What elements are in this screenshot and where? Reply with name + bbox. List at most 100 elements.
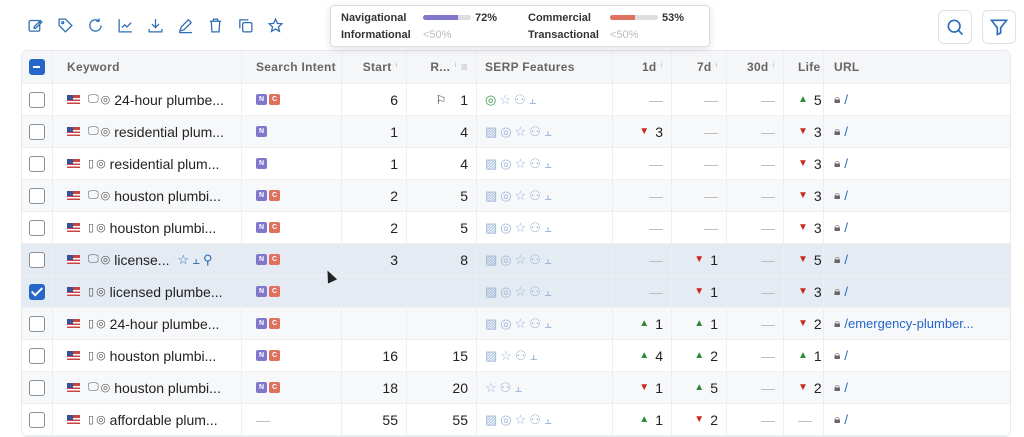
tag-button[interactable] — [56, 16, 74, 34]
start-position: 3 — [390, 251, 398, 268]
intent-badge-C[interactable]: C — [269, 94, 280, 105]
favorite-star-icon[interactable]: ☆ — [177, 251, 193, 267]
url-link[interactable]: / — [844, 220, 849, 235]
url-link[interactable]: / — [844, 380, 849, 395]
row-checkbox[interactable] — [29, 411, 45, 428]
col-start[interactable]: Start ⁱ — [342, 51, 407, 83]
select-all-checkbox[interactable] — [29, 59, 45, 75]
keyword-text[interactable]: 24-hour plumbe... — [109, 315, 220, 332]
row-checkbox[interactable] — [29, 315, 45, 332]
intent-badge-C[interactable]: C — [269, 286, 280, 297]
desktop-icon: 🖵 — [88, 189, 99, 201]
row-checkbox[interactable] — [29, 251, 45, 268]
row-checkbox[interactable] — [29, 91, 45, 108]
url-link[interactable]: / — [844, 188, 849, 203]
intent-badge-C[interactable]: C — [269, 382, 280, 393]
intent-badge-N[interactable]: N — [256, 254, 267, 265]
intent-badge-N[interactable]: N — [256, 94, 267, 105]
url-link[interactable]: /emergency-plumber... — [844, 316, 974, 331]
url-link[interactable]: / — [844, 348, 849, 363]
keyword-text[interactable]: license... — [114, 251, 170, 268]
keyword-text[interactable]: houston plumbi... — [109, 347, 217, 364]
col-1d[interactable]: 1d ⁱ — [613, 51, 672, 83]
download-button[interactable] — [146, 16, 164, 34]
serp-image-icon: ▨ — [485, 251, 501, 267]
edit-button[interactable] — [26, 16, 44, 34]
col-label: 30d — [746, 60, 769, 74]
url-link[interactable]: / — [844, 284, 849, 299]
serp-star-icon: ☆ — [514, 411, 530, 427]
intent-badge-N[interactable]: N — [256, 382, 267, 393]
table-row[interactable]: ▯ ◎ affordable plum... — 55 55 ▨◎☆⚇⫠ ▲ 1 ▼ 2… — [22, 404, 1010, 436]
col-rank[interactable]: R... ⁱ ≡ — [407, 51, 477, 83]
col-7d[interactable]: 7d ⁱ — [672, 51, 727, 83]
star-button[interactable] — [266, 16, 284, 34]
keyword-text[interactable]: affordable plum... — [109, 411, 218, 428]
intent-badge-C[interactable]: C — [269, 190, 280, 201]
mobile-icon: ▯ — [88, 158, 95, 170]
sort-icon[interactable]: ≡ — [460, 60, 468, 74]
filter-button[interactable] — [982, 10, 1016, 44]
change-value: 1 — [813, 347, 822, 364]
keyword-text[interactable]: houston plumbi... — [114, 379, 221, 396]
table-row[interactable]: 🖵 ◎ residential plum... N 1 4 ▨◎☆⚇⫠ ▼ 3 — —… — [22, 116, 1010, 148]
url-link[interactable]: / — [844, 252, 849, 267]
chart-button[interactable] — [116, 16, 134, 34]
intent-badge-C[interactable]: C — [269, 222, 280, 233]
intent-badge-N[interactable]: N — [256, 158, 267, 169]
keyword-text[interactable]: houston plumbi... — [114, 187, 221, 204]
intent-badge-C[interactable]: C — [269, 254, 280, 265]
intent-badge-N[interactable]: N — [256, 350, 267, 361]
copy-button[interactable] — [236, 16, 254, 34]
url-link[interactable]: / — [844, 156, 849, 171]
change-value: 3 — [813, 219, 822, 236]
keyword-text[interactable]: 24-hour plumbe... — [114, 91, 224, 108]
row-checkbox[interactable] — [29, 123, 45, 140]
url-link[interactable]: / — [844, 412, 849, 427]
table-row[interactable]: ▯ ◎ residential plum... N 1 4 ▨◎☆⚇⫠ — — — … — [22, 148, 1010, 180]
url-link[interactable]: / — [844, 92, 849, 107]
col-30d[interactable]: 30d ⁱ — [727, 51, 784, 83]
intent-badge-C[interactable]: C — [269, 350, 280, 361]
search-button[interactable] — [938, 10, 972, 44]
chart-icon[interactable]: ⫠ — [192, 251, 204, 267]
url-link[interactable]: / — [844, 124, 849, 139]
pencil-button[interactable] — [176, 16, 194, 34]
intent-badge-C[interactable]: C — [269, 318, 280, 329]
intent-badge-N[interactable]: N — [256, 286, 267, 297]
keyword-text[interactable]: residential plum... — [114, 123, 224, 140]
keyword-text[interactable]: residential plum... — [109, 155, 220, 172]
intent-badge-N[interactable]: N — [256, 126, 267, 137]
row-checkbox[interactable] — [29, 219, 45, 236]
intent-badge-N[interactable]: N — [256, 318, 267, 329]
col-life[interactable]: Life — [784, 51, 824, 83]
col-url[interactable]: URL — [824, 51, 1010, 83]
serp-chart-icon: ⫠ — [543, 219, 555, 235]
row-checkbox[interactable] — [29, 379, 45, 396]
search-icon[interactable]: ⚲ — [203, 251, 216, 267]
row-checkbox[interactable] — [29, 155, 45, 172]
serp-star-icon: ☆ — [499, 91, 514, 107]
intent-badge-N[interactable]: N — [256, 190, 267, 201]
row-checkbox[interactable] — [29, 187, 45, 204]
refresh-button[interactable] — [86, 16, 104, 34]
col-serp-features[interactable]: SERP Features — [477, 51, 613, 83]
row-checkbox[interactable] — [29, 347, 45, 364]
trash-button[interactable] — [206, 16, 224, 34]
row-checkbox[interactable] — [29, 283, 45, 300]
serp-pin-icon: ◎ — [500, 187, 515, 203]
intent-badge-N[interactable]: N — [256, 222, 267, 233]
col-search-intent[interactable]: Search Intent — [242, 51, 342, 83]
keyword-text[interactable]: houston plumbi... — [109, 219, 217, 236]
col-keyword[interactable]: Keyword — [53, 51, 242, 83]
empty-dash: — — [649, 251, 663, 268]
keyword-text[interactable]: licensed plumbe... — [109, 283, 223, 300]
